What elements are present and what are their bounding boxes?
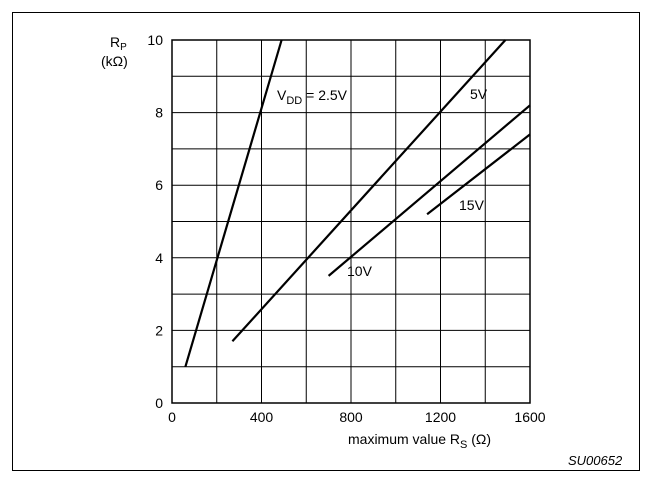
- y-axis-label: RP: [110, 34, 127, 53]
- x-tick-label: 800: [339, 409, 363, 425]
- y-tick-label: 2: [155, 322, 163, 338]
- x-axis-label: maximum value RS (Ω): [348, 431, 491, 451]
- y-axis-unit: (kΩ): [101, 53, 128, 69]
- grid: [172, 40, 530, 403]
- series-lines: [184, 39, 531, 368]
- plot-border: [171, 39, 531, 404]
- tick-labels: 0 400 800 1200 1600 0 2 4 6 8 10: [147, 32, 545, 425]
- y-tick-label: 6: [155, 177, 163, 193]
- x-tick-label: 1200: [425, 409, 456, 425]
- series-label-10v: 10V: [347, 263, 373, 279]
- x-tick-label: 1600: [514, 409, 545, 425]
- x-tick-label: 0: [168, 409, 176, 425]
- y-tick-label: 10: [147, 32, 163, 48]
- x-tick-label: 400: [250, 409, 274, 425]
- y-tick-label: 8: [155, 105, 163, 121]
- series-line-3: [426, 133, 531, 216]
- series-line-2: [327, 104, 531, 277]
- y-tick-label: 0: [155, 395, 163, 411]
- series-label-2-5v: VDD = 2.5V: [277, 87, 348, 107]
- series-line-1: [231, 39, 507, 343]
- series-label-5v: 5V: [470, 86, 488, 102]
- y-tick-label: 4: [155, 250, 163, 266]
- figure-code: SU00652: [568, 453, 623, 468]
- figure-frame: [12, 12, 640, 471]
- series-line-0: [184, 39, 283, 368]
- series-label-15v: 15V: [459, 197, 485, 213]
